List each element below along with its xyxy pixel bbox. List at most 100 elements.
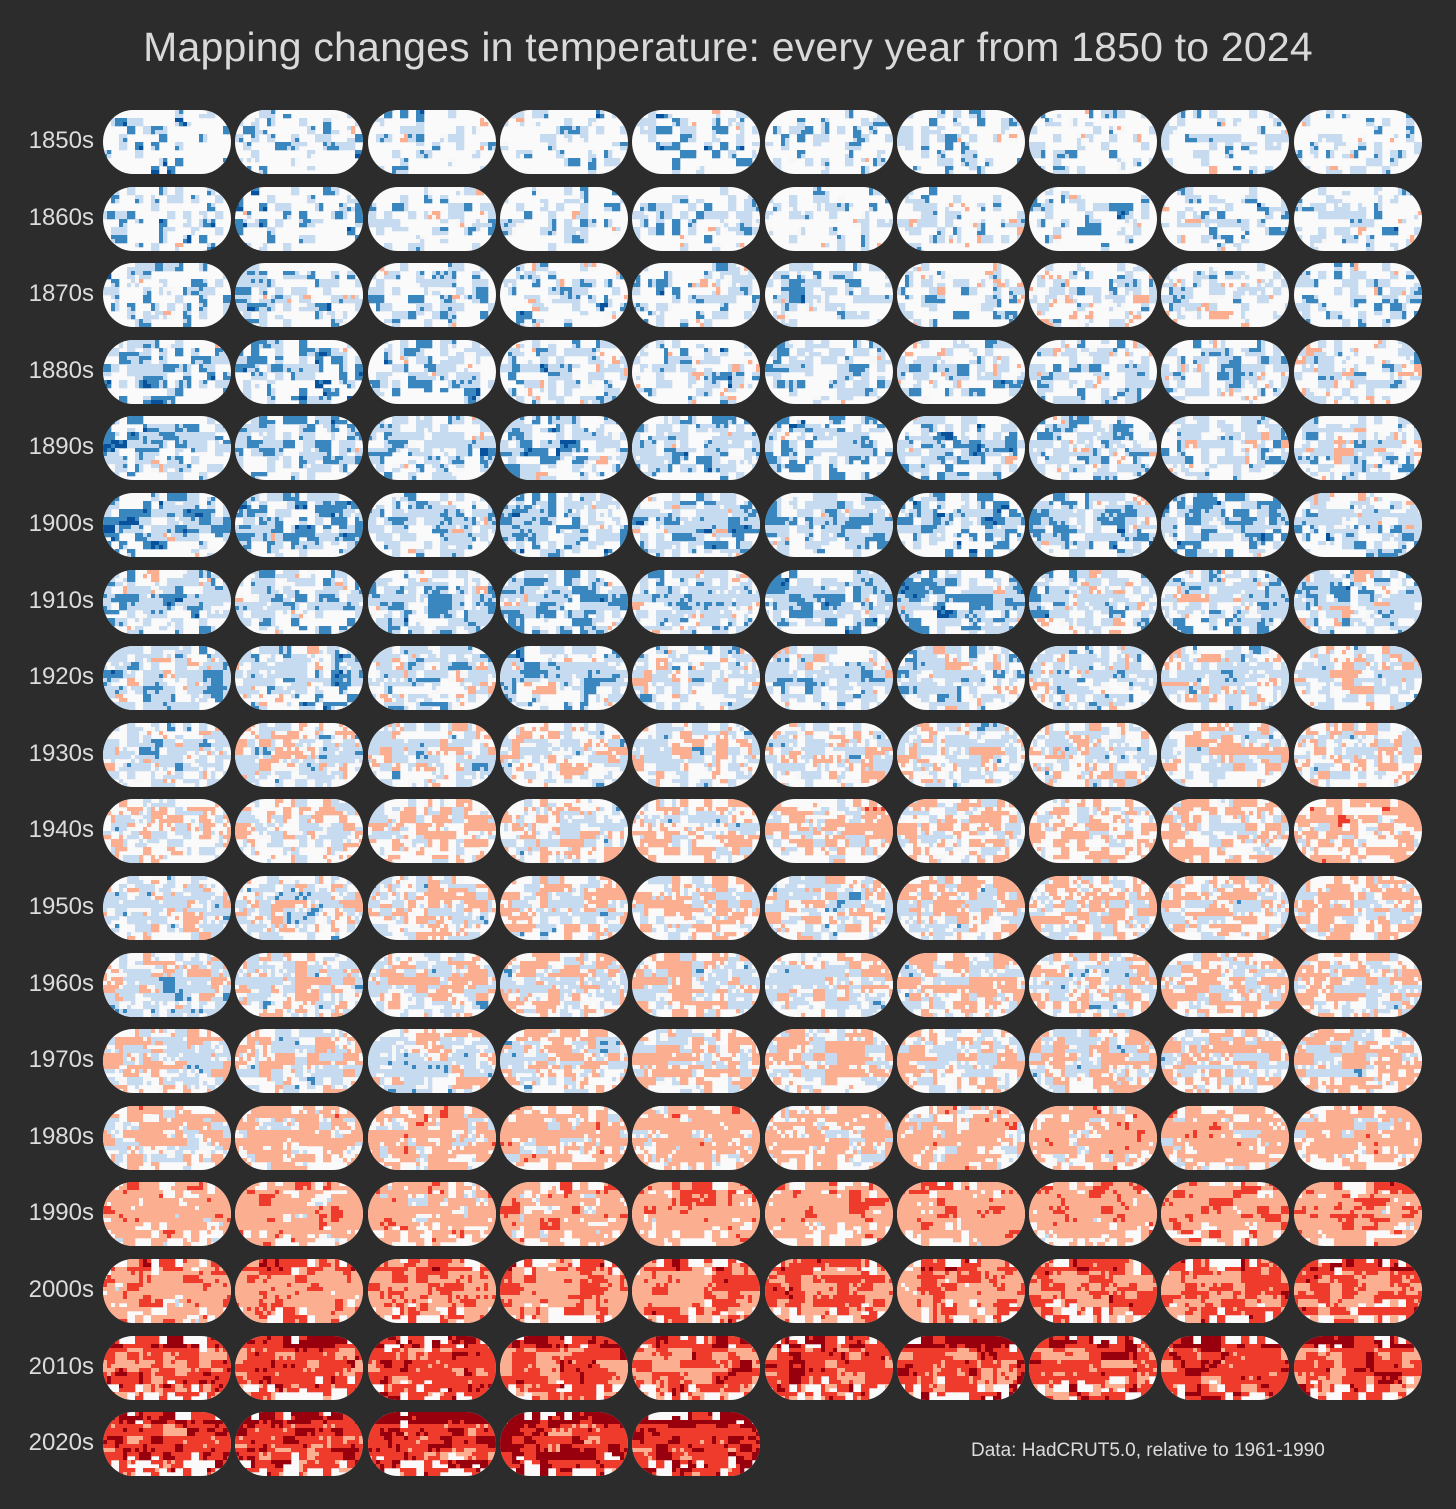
year-map-1952 xyxy=(368,876,496,940)
year-map-1923 xyxy=(500,646,628,710)
year-map-1897 xyxy=(1029,416,1157,480)
decade-label: 1980s xyxy=(0,1123,94,1151)
year-map-2011 xyxy=(235,1336,363,1400)
year-map-1946 xyxy=(897,799,1025,863)
year-map-1994 xyxy=(632,1182,760,1246)
decade-label: 1990s xyxy=(0,1199,94,1227)
decade-label: 1930s xyxy=(0,740,94,768)
year-map-1981 xyxy=(235,1106,363,1170)
decade-label: 1960s xyxy=(0,970,94,998)
year-map-1990 xyxy=(103,1182,231,1246)
decade-label: 2010s xyxy=(0,1353,94,1381)
year-map-2003 xyxy=(500,1259,628,1323)
year-map-2019 xyxy=(1294,1336,1422,1400)
year-map-1865 xyxy=(765,187,893,251)
year-map-2014 xyxy=(632,1336,760,1400)
year-map-1913 xyxy=(500,570,628,634)
year-map-1925 xyxy=(765,646,893,710)
year-map-1961 xyxy=(235,953,363,1017)
year-map-1972 xyxy=(368,1029,496,1093)
year-map-1943 xyxy=(500,799,628,863)
year-map-1955 xyxy=(765,876,893,940)
year-map-1931 xyxy=(235,723,363,787)
year-map-1871 xyxy=(235,263,363,327)
decade-label: 1970s xyxy=(0,1046,94,1074)
year-map-1927 xyxy=(1029,646,1157,710)
year-map-2013 xyxy=(500,1336,628,1400)
year-map-1874 xyxy=(632,263,760,327)
year-map-1867 xyxy=(1029,187,1157,251)
year-map-1973 xyxy=(500,1029,628,1093)
year-map-1861 xyxy=(235,187,363,251)
year-map-1949 xyxy=(1294,799,1422,863)
year-map-1950 xyxy=(103,876,231,940)
decade-label: 2020s xyxy=(0,1429,94,1457)
year-map-1872 xyxy=(368,263,496,327)
year-map-1866 xyxy=(897,187,1025,251)
year-map-1957 xyxy=(1029,876,1157,940)
year-map-1978 xyxy=(1161,1029,1289,1093)
year-map-1850 xyxy=(103,110,231,174)
year-map-1901 xyxy=(235,493,363,557)
year-map-2020 xyxy=(103,1412,231,1476)
year-map-2021 xyxy=(235,1412,363,1476)
year-map-1989 xyxy=(1294,1106,1422,1170)
year-map-1958 xyxy=(1161,876,1289,940)
year-map-1914 xyxy=(632,570,760,634)
year-map-1885 xyxy=(765,340,893,404)
year-map-1888 xyxy=(1161,340,1289,404)
year-map-1953 xyxy=(500,876,628,940)
year-map-1974 xyxy=(632,1029,760,1093)
year-map-2010 xyxy=(103,1336,231,1400)
year-map-1864 xyxy=(632,187,760,251)
year-map-1965 xyxy=(765,953,893,1017)
year-map-1998 xyxy=(1161,1182,1289,1246)
year-map-1980 xyxy=(103,1106,231,1170)
year-map-2005 xyxy=(765,1259,893,1323)
year-map-1857 xyxy=(1029,110,1157,174)
year-map-1915 xyxy=(765,570,893,634)
year-map-1918 xyxy=(1161,570,1289,634)
year-map-1979 xyxy=(1294,1029,1422,1093)
year-map-1951 xyxy=(235,876,363,940)
year-map-1891 xyxy=(235,416,363,480)
year-map-1908 xyxy=(1161,493,1289,557)
year-map-1854 xyxy=(632,110,760,174)
year-map-1964 xyxy=(632,953,760,1017)
year-map-1910 xyxy=(103,570,231,634)
year-map-1892 xyxy=(368,416,496,480)
decade-label: 1880s xyxy=(0,357,94,385)
year-map-1985 xyxy=(765,1106,893,1170)
year-map-1988 xyxy=(1161,1106,1289,1170)
year-map-1870 xyxy=(103,263,231,327)
year-map-1852 xyxy=(368,110,496,174)
year-map-1970 xyxy=(103,1029,231,1093)
year-map-1968 xyxy=(1161,953,1289,1017)
year-map-2006 xyxy=(897,1259,1025,1323)
year-map-1900 xyxy=(103,493,231,557)
year-map-1960 xyxy=(103,953,231,1017)
year-map-1940 xyxy=(103,799,231,863)
year-map-1855 xyxy=(765,110,893,174)
year-map-1996 xyxy=(897,1182,1025,1246)
year-map-1904 xyxy=(632,493,760,557)
year-map-1969 xyxy=(1294,953,1422,1017)
source-note: Data: HadCRUT5.0, relative to 1961-1990 xyxy=(971,1440,1325,1462)
year-map-1907 xyxy=(1029,493,1157,557)
year-map-1858 xyxy=(1161,110,1289,174)
year-map-2018 xyxy=(1161,1336,1289,1400)
year-map-2002 xyxy=(368,1259,496,1323)
year-map-1991 xyxy=(235,1182,363,1246)
decade-label: 1920s xyxy=(0,663,94,691)
decade-label: 1910s xyxy=(0,587,94,615)
year-map-1881 xyxy=(235,340,363,404)
year-map-1934 xyxy=(632,723,760,787)
year-map-1863 xyxy=(500,187,628,251)
year-map-1860 xyxy=(103,187,231,251)
year-map-1947 xyxy=(1029,799,1157,863)
decade-label: 2000s xyxy=(0,1276,94,1304)
year-map-1966 xyxy=(897,953,1025,1017)
year-map-1948 xyxy=(1161,799,1289,863)
year-map-1967 xyxy=(1029,953,1157,1017)
